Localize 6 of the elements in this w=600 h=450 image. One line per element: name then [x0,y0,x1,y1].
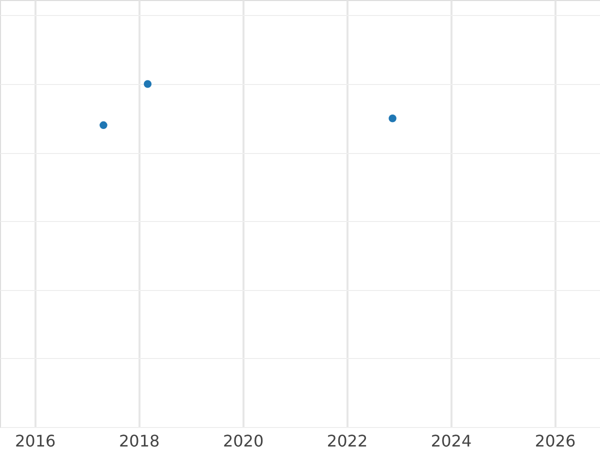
x-tick-label: 2026 [534,432,576,450]
x-tick-label: 2024 [430,432,472,450]
x-tick-label: 2020 [222,432,264,450]
x-tick-label: 2022 [326,432,368,450]
x-tick-label: 2018 [118,432,160,450]
x-tick-label: 2016 [14,432,56,450]
